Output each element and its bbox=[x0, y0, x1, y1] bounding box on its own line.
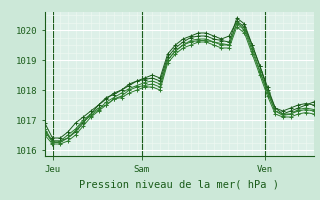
X-axis label: Pression niveau de la mer( hPa ): Pression niveau de la mer( hPa ) bbox=[79, 180, 279, 190]
